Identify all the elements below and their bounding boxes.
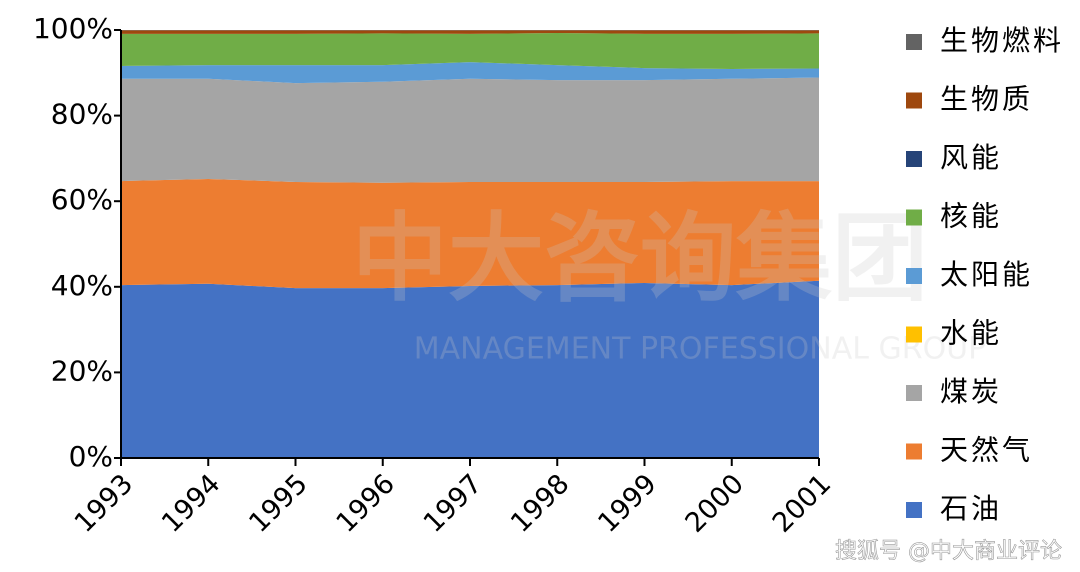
- x-tick-label: 1996: [330, 468, 401, 539]
- legend-label: 生物燃料: [940, 24, 1064, 57]
- legend-label: 天然气: [940, 434, 1033, 467]
- area: [121, 178, 819, 289]
- y-tick-label: 0%: [69, 440, 113, 473]
- x-tick-label: 1993: [69, 468, 140, 539]
- area: [121, 32, 819, 69]
- legend-swatch: [906, 151, 922, 167]
- legend-swatch: [906, 326, 922, 343]
- legend-label: 风能: [940, 141, 1002, 174]
- legend-label: 生物质: [940, 83, 1033, 116]
- x-tick-label: 2001: [767, 468, 838, 539]
- watermark: 中大咨询集团: [352, 202, 928, 314]
- legend-label: 核能: [940, 200, 1002, 233]
- legend-swatch: [906, 502, 922, 518]
- y-tick-label: 100%: [33, 12, 113, 45]
- area: [121, 62, 819, 84]
- y-tick-label: 80%: [51, 98, 113, 131]
- legend-swatch: [906, 209, 922, 226]
- area: [121, 280, 819, 458]
- legend-label: 水能: [940, 317, 1002, 350]
- x-tick-label: 1995: [243, 468, 314, 539]
- footer: 搜狐号 @中大商业评论: [835, 539, 1062, 564]
- area: [121, 30, 819, 34]
- legend-label: 煤炭: [940, 375, 1002, 408]
- legend-label: 石油: [940, 492, 1002, 525]
- legend-swatch: [906, 443, 922, 460]
- legend-swatch: [906, 34, 922, 50]
- watermark-subtitle: MANAGEMENT PROFESSIONAL GROUP: [414, 332, 986, 367]
- area: [121, 77, 819, 183]
- x-tick-label: 1994: [156, 468, 227, 539]
- legend-swatch: [906, 385, 922, 401]
- y-tick-label: 60%: [51, 183, 113, 216]
- y-tick-label: 40%: [51, 269, 113, 302]
- x-tick-label: 1997: [418, 468, 489, 539]
- x-tick-label: 1999: [592, 468, 663, 539]
- legend-swatch: [906, 92, 922, 109]
- y-tick-label: 20%: [51, 354, 113, 387]
- x-tick-label: 1998: [505, 468, 576, 539]
- legend-swatch: [906, 268, 922, 284]
- x-tick-label: 2000: [679, 468, 750, 539]
- legend-label: 太阳能: [940, 258, 1033, 291]
